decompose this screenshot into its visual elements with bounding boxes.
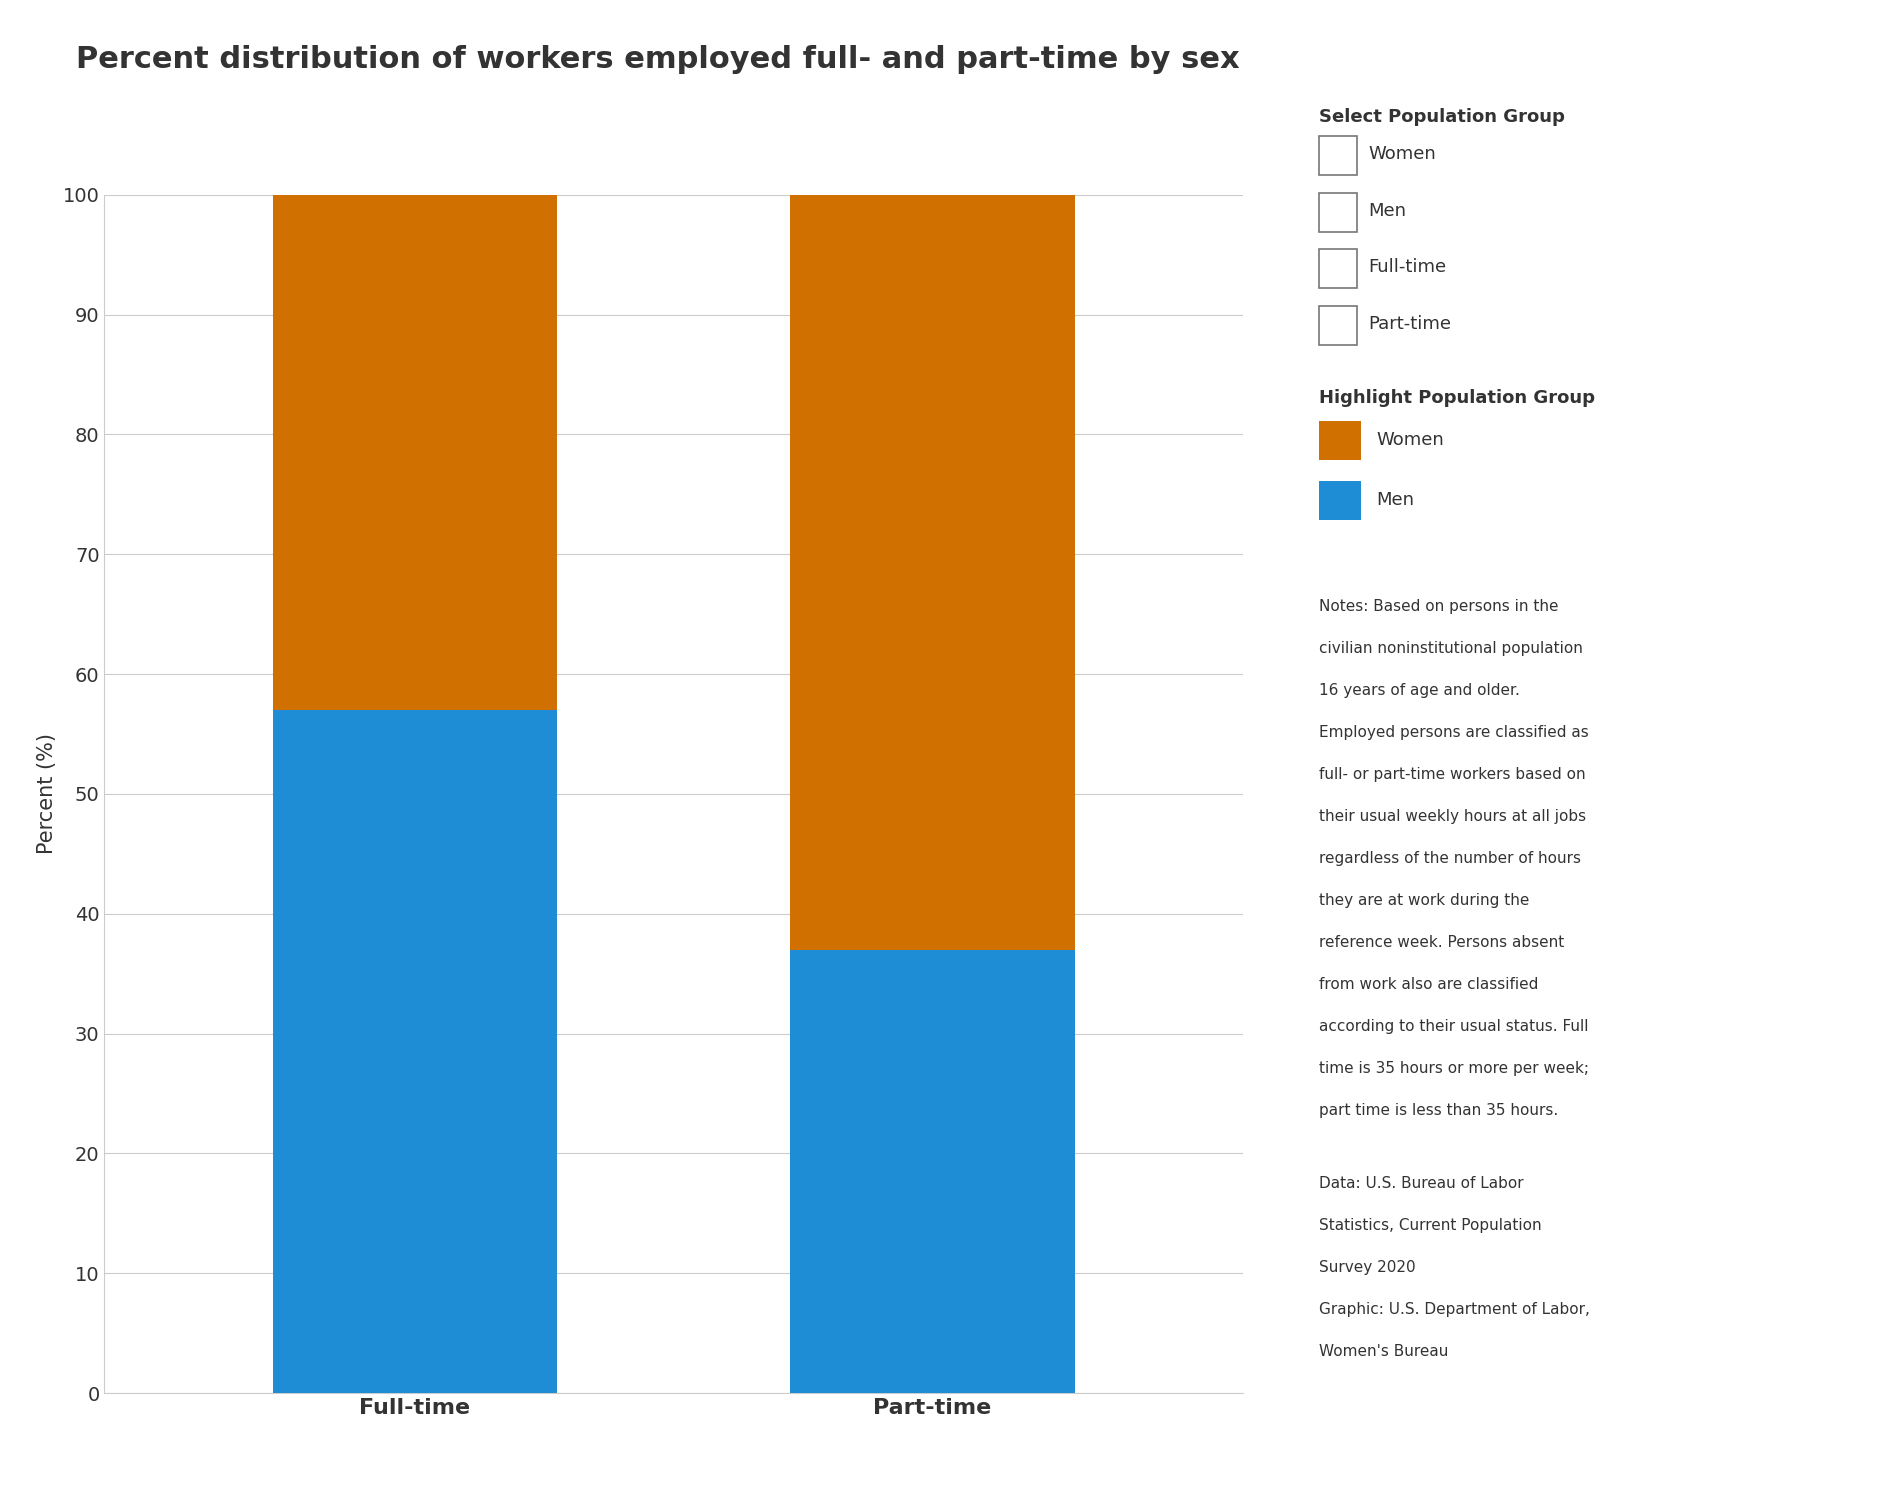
Text: Women's Bureau: Women's Bureau	[1319, 1344, 1448, 1359]
Text: according to their usual status. Full: according to their usual status. Full	[1319, 1019, 1589, 1034]
Text: Graphic: U.S. Department of Labor,: Graphic: U.S. Department of Labor,	[1319, 1302, 1591, 1317]
Text: Notes: Based on persons in the: Notes: Based on persons in the	[1319, 599, 1558, 614]
Y-axis label: Percent (%): Percent (%)	[38, 734, 57, 854]
Text: Highlight Population Group: Highlight Population Group	[1319, 389, 1594, 407]
Bar	[790, 195, 1074, 950]
Text: part time is less than 35 hours.: part time is less than 35 hours.	[1319, 1103, 1558, 1118]
Bar	[790, 950, 1074, 1393]
Text: their usual weekly hours at all jobs: their usual weekly hours at all jobs	[1319, 809, 1587, 824]
Bar	[273, 710, 558, 1393]
Text: Part-time: Part-time	[1368, 315, 1452, 333]
Text: Statistics, Current Population: Statistics, Current Population	[1319, 1218, 1541, 1233]
Bar	[273, 195, 558, 710]
Text: time is 35 hours or more per week;: time is 35 hours or more per week;	[1319, 1061, 1589, 1076]
Text: they are at work during the: they are at work during the	[1319, 893, 1530, 908]
Text: Employed persons are classified as: Employed persons are classified as	[1319, 725, 1589, 740]
Text: Men: Men	[1368, 202, 1406, 220]
Text: ✓: ✓	[1323, 148, 1334, 160]
Text: from work also are classified: from work also are classified	[1319, 977, 1539, 992]
Text: civilian noninstitutional population: civilian noninstitutional population	[1319, 641, 1583, 656]
Text: full- or part-time workers based on: full- or part-time workers based on	[1319, 767, 1585, 782]
Text: Women: Women	[1376, 431, 1444, 449]
Text: Women: Women	[1368, 145, 1437, 163]
Text: Percent distribution of workers employed full- and part-time by sex: Percent distribution of workers employed…	[76, 45, 1239, 73]
Text: ✓: ✓	[1323, 318, 1334, 330]
Text: Select Population Group: Select Population Group	[1319, 108, 1566, 126]
Text: Data: U.S. Bureau of Labor: Data: U.S. Bureau of Labor	[1319, 1176, 1524, 1191]
Text: Full-time: Full-time	[1368, 258, 1446, 276]
Text: 16 years of age and older.: 16 years of age and older.	[1319, 683, 1520, 698]
Text: reference week. Persons absent: reference week. Persons absent	[1319, 935, 1564, 950]
Text: ✓: ✓	[1323, 205, 1334, 217]
Text: regardless of the number of hours: regardless of the number of hours	[1319, 851, 1581, 866]
Text: ✓: ✓	[1323, 261, 1334, 273]
Text: Survey 2020: Survey 2020	[1319, 1260, 1416, 1275]
Text: Men: Men	[1376, 491, 1414, 509]
